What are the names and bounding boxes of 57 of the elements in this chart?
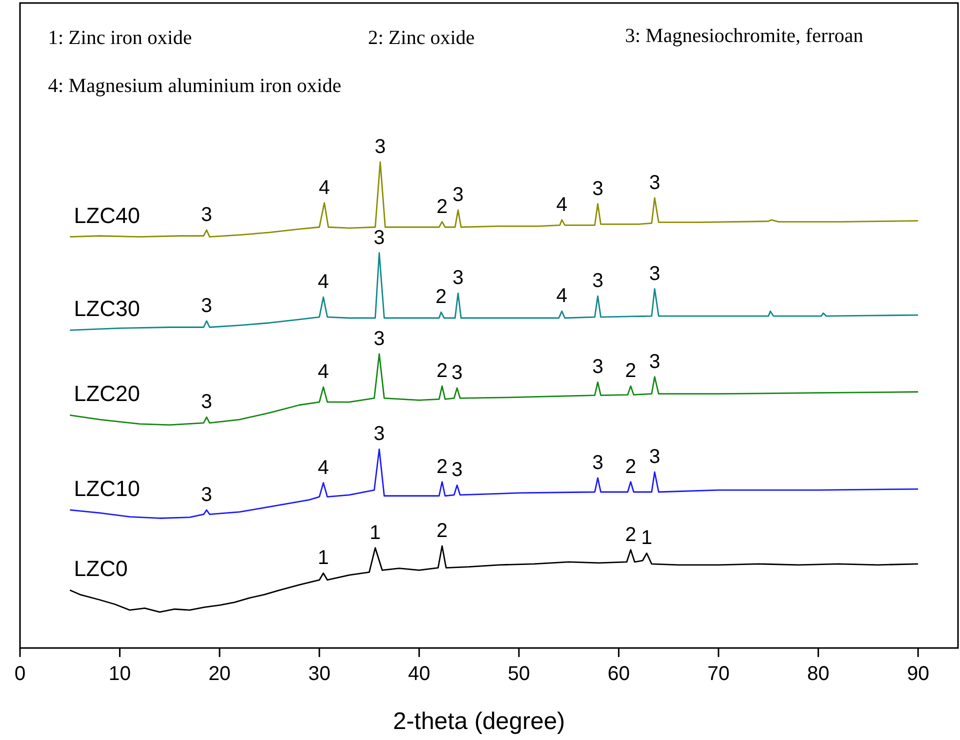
annotation: 3: [374, 136, 386, 158]
x-tick-label: 30: [308, 663, 330, 685]
annotation: 2: [436, 520, 448, 542]
series-label: LZC30: [74, 296, 140, 322]
annotation: 3: [201, 204, 212, 226]
text: 1: Zinc iron oxide: [48, 27, 192, 49]
annotation: 3: [592, 452, 604, 474]
text: 3: Magnesiochromite, ferroan: [625, 25, 864, 47]
annotation: 3: [374, 328, 385, 350]
annotation: 2: [625, 456, 636, 478]
annotation: 2: [436, 456, 448, 478]
annotation: 3: [374, 226, 385, 249]
text: 4: Magnesium aluminium iron oxide: [48, 75, 342, 97]
annotation: 1: [641, 527, 652, 550]
x-tick-label: 80: [807, 663, 830, 685]
x-tick-label: 0: [14, 663, 26, 685]
annotation: 4: [556, 285, 568, 308]
annotation: 3: [649, 350, 660, 373]
annotation: 3: [649, 446, 660, 468]
annotation: 3: [201, 294, 212, 317]
series-label: LZC0: [74, 556, 128, 582]
annotation: 2: [436, 286, 447, 308]
annotation: 1: [318, 547, 329, 570]
x-tick-label: 20: [208, 663, 231, 685]
series-label: LZC40: [74, 202, 140, 228]
annotation: 3: [649, 262, 660, 285]
x-tick-label: 70: [707, 663, 730, 685]
x-tick-label: 10: [108, 663, 131, 685]
annotation: 3: [592, 178, 604, 200]
annotation: 4: [318, 361, 329, 384]
annotation: 3: [201, 391, 212, 414]
series-label: LZC10: [74, 476, 140, 501]
annotation: 3: [452, 184, 464, 206]
annotation: 3: [452, 362, 463, 384]
annotation: 3: [374, 423, 385, 446]
x-tick-label: 60: [608, 663, 630, 685]
x-axis-title: 2-theta (degree): [392, 708, 566, 735]
annotation: 4: [318, 176, 330, 199]
annotation: 4: [318, 456, 329, 479]
annotation: 2: [625, 524, 636, 546]
series-label: LZC20: [74, 381, 140, 406]
annotation: 3: [592, 356, 604, 378]
annotation: 2: [436, 196, 448, 218]
annotation: 3: [452, 267, 464, 290]
annotation: 3: [592, 270, 604, 292]
annotation: 3: [201, 484, 212, 506]
x-tick-label: 50: [508, 663, 530, 685]
annotation: 3: [649, 172, 660, 194]
x-tick-label: 40: [408, 663, 430, 685]
annotation: 2: [436, 360, 448, 382]
annotation: 2: [625, 360, 636, 382]
annotation: 4: [556, 194, 568, 216]
text: 2: Zinc oxide: [368, 27, 475, 49]
annotation: 3: [452, 459, 463, 482]
annotation: 4: [318, 271, 329, 294]
annotation: 1: [370, 522, 381, 544]
x-tick-label: 90: [906, 663, 930, 685]
